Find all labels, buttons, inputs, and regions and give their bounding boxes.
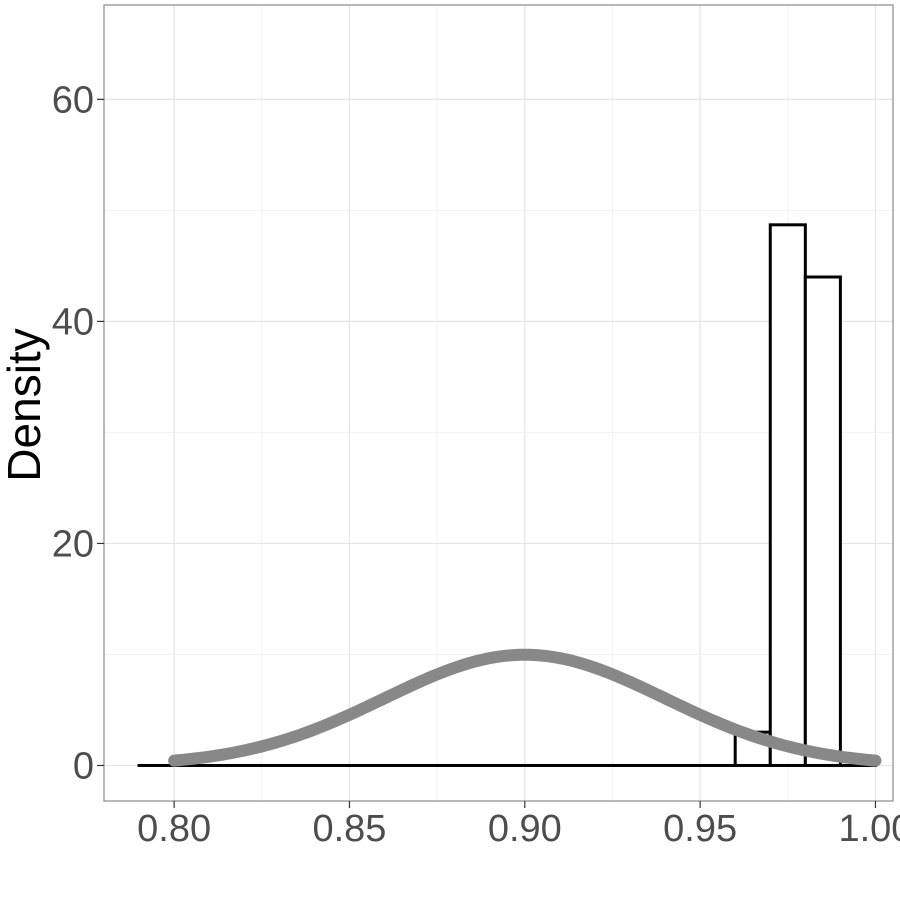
x-tick-label: 0.85 (312, 808, 386, 850)
x-tick-label: 0.80 (137, 808, 211, 850)
plot-panel-border (103, 4, 894, 802)
normal-density-curve (168, 648, 882, 767)
x-tick-label: 0.95 (663, 808, 737, 850)
histogram-bar (768, 223, 807, 767)
y-tick-label: 60 (52, 79, 94, 121)
y-tick-label: 0 (73, 745, 94, 787)
density-curve-layer (168, 648, 882, 767)
axis-ticks: 0.80 0.85 0.90 0.95 1.00 0 20 40 60 (52, 79, 900, 850)
histogram-bar (803, 275, 842, 767)
y-axis-title: Density (0, 328, 50, 481)
y-tick-label: 20 (52, 523, 94, 565)
x-tick-label: 0.90 (488, 808, 562, 850)
x-tick-label: 1.00 (838, 808, 900, 850)
y-tick-label: 40 (52, 301, 94, 343)
